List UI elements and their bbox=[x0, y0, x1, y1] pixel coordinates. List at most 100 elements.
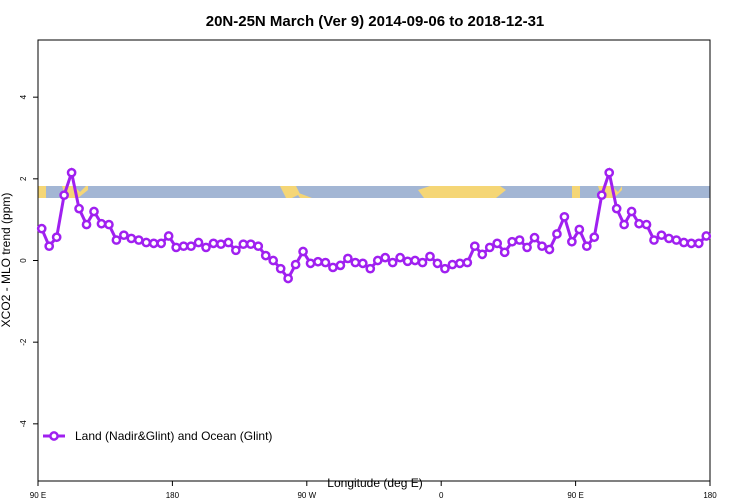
data-point bbox=[51, 232, 62, 243]
data-point bbox=[74, 203, 84, 214]
data-point bbox=[529, 232, 540, 243]
data-point bbox=[89, 206, 99, 217]
data-point bbox=[455, 258, 465, 269]
data-point bbox=[469, 241, 480, 252]
chart-title: 20N-25N March (Ver 9) 2014-09-06 to 2018… bbox=[206, 13, 545, 30]
data-point bbox=[641, 219, 652, 230]
x-tick-label: 0 bbox=[439, 491, 444, 500]
data-point bbox=[514, 235, 525, 245]
data-point bbox=[410, 255, 420, 266]
data-point bbox=[44, 241, 55, 252]
data-point bbox=[447, 259, 458, 270]
data-point bbox=[193, 237, 204, 248]
data-point bbox=[701, 231, 712, 241]
data-point bbox=[365, 263, 376, 274]
data-point bbox=[305, 258, 316, 269]
data-point bbox=[402, 256, 413, 267]
data-point bbox=[59, 190, 69, 201]
x-tick-label: 90 E bbox=[30, 491, 46, 500]
data-point bbox=[477, 249, 488, 260]
data-point bbox=[693, 238, 704, 249]
y-tick-label: -4 bbox=[19, 420, 28, 428]
data-point bbox=[522, 242, 532, 253]
y-tick-label: 0 bbox=[19, 258, 28, 263]
data-point bbox=[372, 255, 383, 266]
data-point bbox=[626, 206, 637, 217]
data-point bbox=[664, 233, 674, 244]
data-point bbox=[619, 219, 629, 230]
data-point bbox=[432, 258, 443, 269]
data-point bbox=[574, 224, 585, 235]
data-point bbox=[417, 257, 428, 268]
data-point bbox=[81, 219, 92, 230]
data-point bbox=[335, 260, 346, 271]
data-point bbox=[245, 239, 256, 250]
data-point bbox=[380, 252, 391, 263]
data-point bbox=[499, 247, 510, 258]
map-strip bbox=[38, 186, 710, 198]
data-point bbox=[298, 246, 308, 257]
data-point bbox=[163, 231, 174, 241]
data-point bbox=[223, 237, 234, 248]
data-point bbox=[148, 238, 159, 249]
data-point bbox=[559, 211, 570, 222]
data-point bbox=[671, 235, 682, 245]
data-point bbox=[537, 241, 547, 252]
data-point bbox=[111, 235, 122, 245]
y-tick-label: -2 bbox=[19, 338, 28, 346]
data-point bbox=[387, 257, 398, 268]
data-point bbox=[679, 237, 689, 248]
land-shape bbox=[280, 186, 312, 198]
data-point bbox=[357, 258, 368, 269]
data-point bbox=[313, 256, 323, 267]
y-tick-label: 2 bbox=[19, 176, 28, 181]
data-point bbox=[492, 238, 503, 249]
data-point bbox=[320, 257, 331, 268]
data-point bbox=[260, 250, 271, 261]
data-point bbox=[119, 230, 129, 241]
data-point bbox=[507, 236, 517, 247]
data-point bbox=[567, 236, 577, 247]
data-point bbox=[649, 235, 659, 245]
data-point bbox=[656, 230, 667, 241]
data-point bbox=[686, 238, 697, 249]
data-point bbox=[589, 232, 600, 243]
data-point bbox=[350, 257, 361, 268]
data-point bbox=[343, 253, 353, 264]
data-point bbox=[178, 241, 189, 252]
data-point bbox=[395, 252, 405, 263]
data-point bbox=[581, 241, 592, 252]
data-point bbox=[634, 218, 644, 229]
data-point bbox=[425, 251, 435, 262]
data-point bbox=[36, 223, 47, 234]
x-tick-label: 90 E bbox=[567, 491, 583, 500]
data-point bbox=[133, 235, 144, 245]
ocean-strip bbox=[38, 186, 710, 198]
land-shape bbox=[418, 186, 506, 198]
data-point bbox=[484, 242, 495, 253]
land-shape bbox=[572, 186, 622, 198]
data-point bbox=[253, 241, 264, 252]
y-tick-label: 4 bbox=[19, 94, 28, 99]
data-point bbox=[141, 237, 152, 248]
legend-label: Land (Nadir&Glint) and Ocean (Glint) bbox=[75, 429, 272, 443]
data-point bbox=[231, 245, 241, 256]
x-tick-label: 180 bbox=[166, 491, 180, 500]
data-point bbox=[268, 255, 279, 266]
y-axis-label: XCO2 - MLO trend (ppm) bbox=[0, 193, 13, 328]
data-point bbox=[552, 229, 562, 239]
data-point bbox=[96, 218, 107, 229]
legend-marker bbox=[49, 431, 59, 441]
data-point bbox=[171, 242, 181, 253]
x-tick-label: 90 W bbox=[297, 491, 316, 500]
data-point bbox=[66, 167, 77, 178]
data-point bbox=[328, 262, 338, 273]
data-point bbox=[290, 259, 301, 270]
data-point bbox=[126, 233, 137, 244]
data-point bbox=[275, 263, 286, 274]
data-point bbox=[208, 238, 219, 249]
data-point bbox=[104, 219, 114, 230]
data-point bbox=[596, 190, 607, 201]
x-axis-label: Longitude (deg E) bbox=[327, 476, 422, 490]
x-tick-label: 180 bbox=[703, 491, 717, 500]
